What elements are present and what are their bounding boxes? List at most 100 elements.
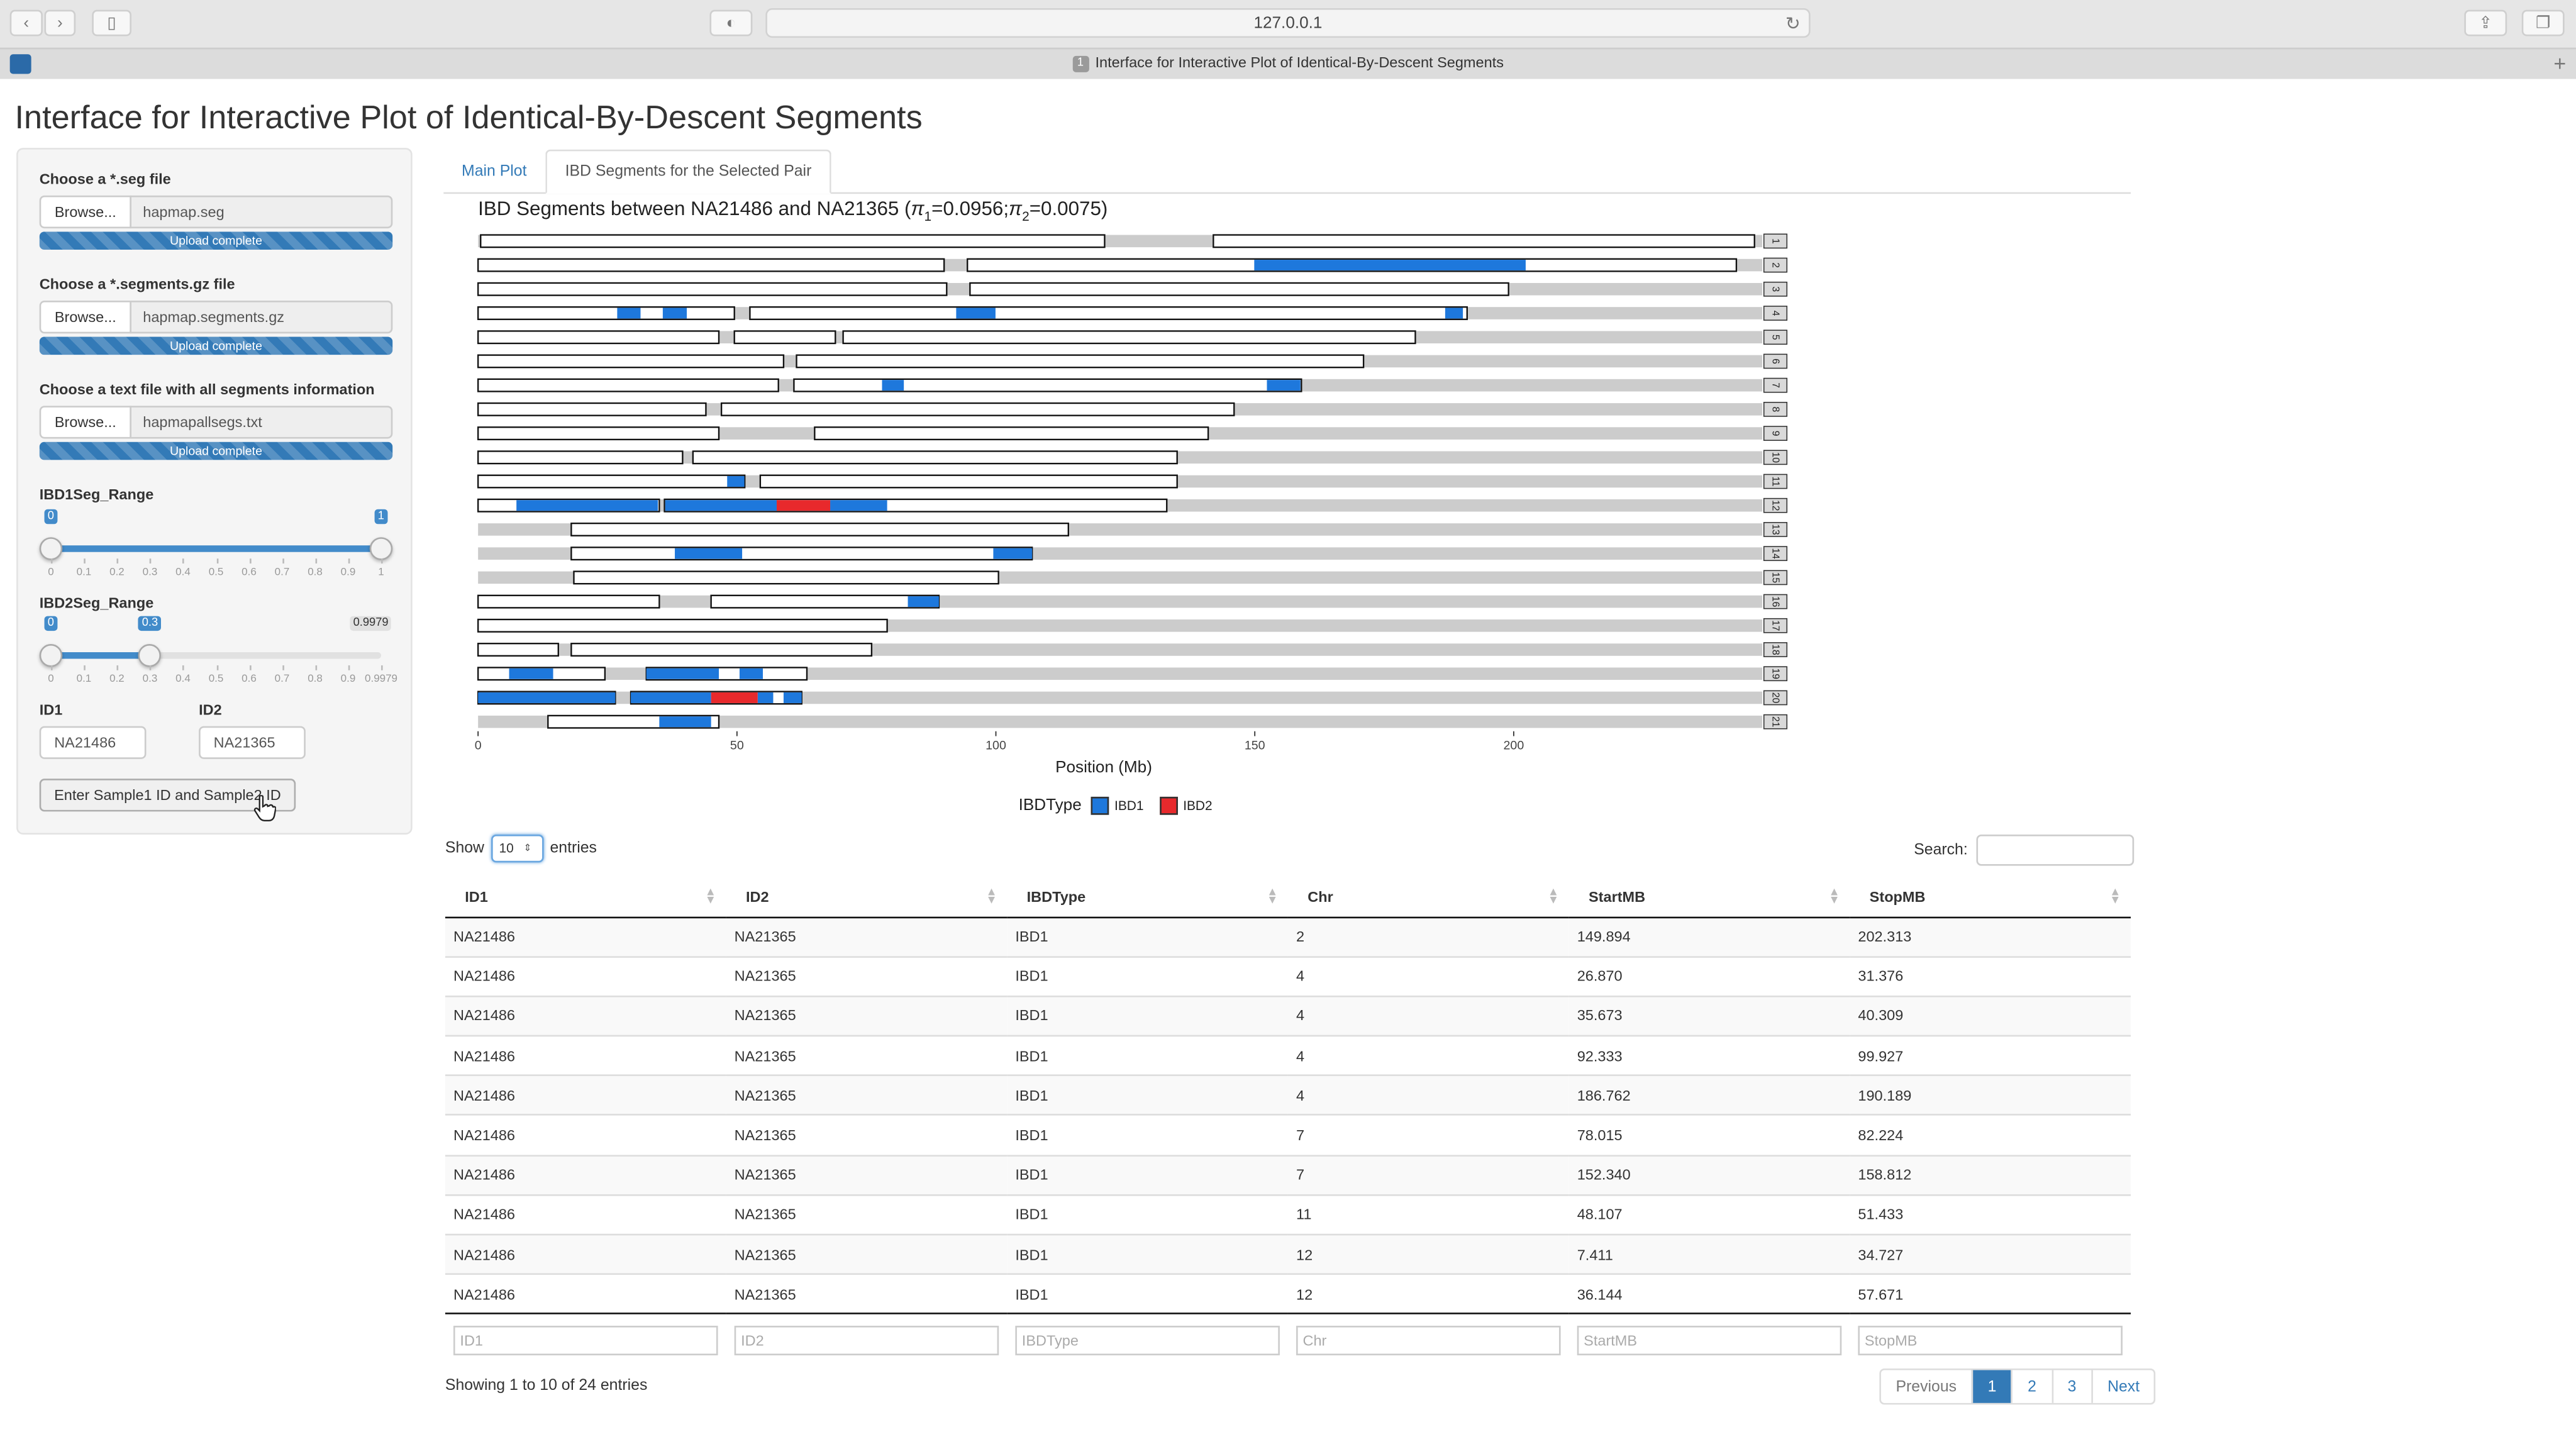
x-tick-label: 200 [1504,738,1524,752]
slider-low-handle[interactable] [39,537,63,560]
slider-high-handle[interactable] [138,643,162,667]
cell-chr: 12 [1287,1233,1569,1275]
cell-ibdtype: IBD1 [1007,1154,1288,1195]
address-bar[interactable]: 127.0.0.1 ↻ [765,8,1811,38]
cell-id2: NA21365 [726,995,1008,1036]
search-input[interactable] [1975,834,2134,866]
table-row[interactable]: NA21486 NA21365 IBD1 12 36.144 57.671 [445,1273,2131,1314]
pager-page-2[interactable]: 2 [2011,1370,2051,1403]
ibd1-range-slider[interactable]: 0 1 0 0.1 0.2 0.3 0.4 0.5 0.6 0.7 0.8 0.9 1 [39,509,393,579]
ibd1-segment-bar [1445,308,1463,319]
browser-tab[interactable]: 1 Interface for Interactive Plot of Ident… [0,54,2576,72]
allsegs-browse-button[interactable]: Browse... [39,406,131,439]
filter-input-startmb[interactable]: StartMB [1577,1326,1842,1356]
slider-fill [50,652,150,659]
slider-min-badge: 0 [44,509,58,525]
cell-startmb: 7.411 [1568,1233,1850,1275]
pager-next[interactable]: Next [2090,1370,2155,1403]
cell-ibdtype: IBD1 [1007,995,1288,1036]
ibd1-segment-bar [617,308,641,319]
pager-page-1[interactable]: 1 [1971,1370,2012,1403]
cell-id2: NA21365 [726,1154,1008,1195]
enter-ids-button[interactable]: Enter Sample1 ID and Sample2 ID [39,779,296,812]
filter-input-ibdtype[interactable]: IBDType [1015,1326,1280,1356]
slider-tick-label: 0.3 [142,567,158,579]
chr-strip-label: 7 [1770,382,1780,388]
filter-input-id1[interactable]: ID1 [453,1326,718,1356]
new-tab-icon[interactable]: + [2553,50,2567,76]
id1-input[interactable]: NA21486 [39,726,147,759]
slider-low-handle[interactable] [39,643,63,667]
chr-strip-label: 6 [1770,358,1780,364]
col-header-chr[interactable]: Chr ▲ ▼ [1287,879,1569,918]
select-arrows-icon: ⇕ [523,844,532,855]
chr-region-bar [477,354,785,369]
filter-input-id2[interactable]: ID2 [734,1326,999,1356]
slider-tick-mark [84,665,86,670]
col-header-ibdtype[interactable]: IBDType ▲ ▼ [1007,879,1288,918]
col-header-stopmb[interactable]: StopMB ▲ ▼ [1850,879,2131,918]
legend-swatch-ibd2 [1160,796,1179,815]
tab-main-plot[interactable]: Main Plot [462,162,527,181]
chr-strip-box [1763,306,1788,321]
table-row[interactable]: NA21486 NA21365 IBD1 4 26.870 31.376 [445,955,2131,996]
slider-min-badge: 0 [44,616,58,631]
cell-chr: 7 [1287,1114,1569,1155]
pager-page-3[interactable]: 3 [2051,1370,2090,1403]
privacy-shield-icon[interactable]: ◐ [709,9,753,36]
tab-ibd-segments[interactable]: IBD Segments for the Selected Pair [545,149,831,194]
segments-file-name: hapmap.segments.gz [130,301,393,334]
table-row[interactable]: NA21486 NA21365 IBD1 4 92.333 99.927 [445,1035,2131,1076]
table-row[interactable]: NA21486 NA21365 IBD1 7 152.340 158.812 [445,1154,2131,1195]
table-row[interactable]: NA21486 NA21365 IBD1 7 78.015 82.224 [445,1114,2131,1155]
slider-tick-label: 0.8 [308,567,323,579]
ibd1-segment-bar [1254,260,1526,271]
cell-startmb: 152.340 [1568,1154,1850,1195]
table-row[interactable]: NA21486 NA21365 IBD1 4 35.673 40.309 [445,995,2131,1036]
table-row[interactable]: NA21486 NA21365 IBD1 12 7.411 34.727 [445,1233,2131,1275]
tabs-overview-icon[interactable]: ❐ [2521,9,2565,36]
seg-browse-button[interactable]: Browse... [39,195,131,229]
cell-chr: 11 [1287,1194,1569,1235]
cell-ibdtype: IBD1 [1007,1075,1288,1116]
segments-table: ID1 ▲ ▼ ID2 ▲ ▼ IBDType ▲ ▼ Chr ▲ ▼ StartMB ▲ ▼ St… [445,879,2131,1360]
col-header-id1[interactable]: ID1 ▲ ▼ [445,879,726,918]
ibd2-segment-bar [776,500,831,511]
reload-icon[interactable]: ↻ [1785,14,1801,35]
id2-input[interactable]: NA21365 [199,726,306,759]
chr-region-bar [710,594,940,609]
cell-chr: 12 [1287,1273,1569,1314]
cell-stopmb: 190.189 [1850,1075,2131,1116]
filter-input-chr[interactable]: Chr [1296,1326,1561,1356]
back-icon[interactable]: ‹ [9,9,43,36]
ibd1-segment-bar [516,500,658,511]
forward-icon[interactable]: › [44,9,76,36]
ibd2-range-slider[interactable]: 0 0.3 0.9979 0 0.1 0.2 0.3 0.4 0.5 0.6 0.7 0.8 0.… [39,616,397,686]
col-header-startmb[interactable]: StartMB ▲ ▼ [1568,879,1850,918]
slider-high-handle[interactable] [369,537,393,560]
table-row[interactable]: NA21486 NA21365 IBD1 11 48.107 51.433 [445,1194,2131,1235]
slider-tick-label: 0.6 [242,674,257,686]
chr-strip-box [1763,401,1788,417]
x-tick-label: 150 [1245,738,1265,752]
chr-region-bar [477,378,779,392]
cell-chr: 4 [1287,995,1569,1036]
ibd1-segment-bar [727,476,745,487]
chr-strip-box [1763,377,1788,393]
pi1-subscript: 1 [924,209,932,225]
share-icon[interactable]: ⇪ [2464,9,2507,36]
table-row[interactable]: NA21486 NA21365 IBD1 2 149.894 202.313 [445,916,2131,957]
sidebar-toggle-icon[interactable]: ▯ [92,9,131,36]
table-row[interactable]: NA21486 NA21365 IBD1 4 186.762 190.189 [445,1075,2131,1116]
cell-chr: 4 [1287,1035,1569,1076]
segments-browse-button[interactable]: Browse... [39,301,131,334]
chr-region-bar [573,570,999,585]
entries-select[interactable]: 10 ⇕ [491,834,544,863]
col-header-label: StartMB [1588,889,1646,906]
col-header-id2[interactable]: ID2 ▲ ▼ [726,879,1008,918]
filter-input-stopmb[interactable]: StopMB [1858,1326,2123,1356]
chr-strip-box [1763,426,1788,441]
pager-previous[interactable]: Previous [1896,1377,1957,1396]
cell-chr: 7 [1287,1154,1569,1195]
slider-tick-mark [282,665,284,670]
